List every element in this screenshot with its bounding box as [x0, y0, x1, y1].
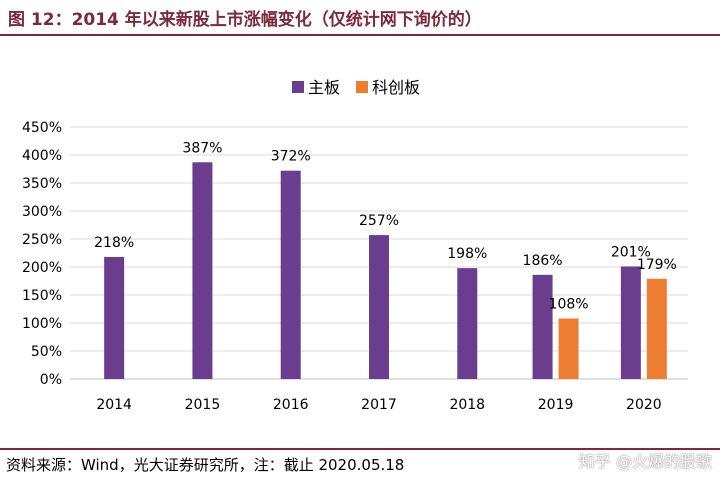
y-tick-label: 250% [22, 232, 62, 248]
y-tick-label: 50% [31, 344, 62, 360]
axes: 0% 50% 100% 150% 200% 250% 300% 350% 400% 450% 201… [22, 120, 688, 413]
watermark: 知乎 @火爆的股歌 [578, 452, 712, 471]
title-divider [0, 34, 720, 36]
bar-2019-科创板 [558, 318, 579, 379]
data-label: 257% [359, 213, 399, 229]
bar-2017-主板 [369, 235, 389, 379]
data-label: 218% [94, 235, 134, 251]
legend-label: 科创板 [372, 78, 420, 97]
x-tick-label: 2018 [449, 397, 485, 413]
data-label: 198% [447, 246, 487, 262]
footer-divider [0, 448, 720, 450]
y-tick-label: 100% [22, 316, 62, 332]
data-label: 201% [611, 244, 651, 260]
bar-2020-科创板 [646, 278, 667, 379]
bar-2020-主板 [620, 266, 641, 379]
bar-2016-主板 [280, 170, 301, 379]
legend-label: 主板 [308, 78, 340, 97]
page-title: 图 12：2014 年以来新股上市涨幅变化（仅统计网下询价的） [8, 10, 482, 30]
data-label: 179% [637, 257, 677, 273]
bar-2015-主板 [192, 162, 213, 379]
x-tick-label: 2016 [273, 397, 309, 413]
y-tick-label: 400% [22, 148, 62, 164]
y-tick-label: 450% [22, 120, 62, 136]
source-note: 资料来源：Wind，光大证券研究所，注：截止 2020.05.18 [6, 456, 405, 474]
y-tick-label: 350% [22, 176, 62, 192]
legend: 主板 科创板 [292, 78, 420, 97]
data-label: 387% [182, 140, 222, 156]
x-tick-label: 2015 [185, 397, 221, 413]
legend-swatch [356, 81, 368, 93]
x-tick-label: 2017 [361, 397, 397, 413]
x-tick-label: 2019 [538, 397, 574, 413]
legend-swatch [292, 81, 304, 93]
y-tick-label: 200% [22, 260, 62, 276]
data-label: 186% [523, 253, 563, 269]
y-tick-label: 150% [22, 288, 62, 304]
data-label: 108% [549, 297, 589, 313]
bar-2014-主板 [104, 256, 125, 379]
bar-2019-主板 [532, 274, 553, 379]
x-tick-label: 2020 [626, 397, 662, 413]
bars [104, 162, 667, 379]
y-tick-label: 300% [22, 204, 62, 220]
y-tick-label: 0% [40, 372, 62, 388]
data-labels: 218% 387% 372% 257% 198% 186% 108% 201%179% [94, 140, 677, 312]
data-label: 372% [271, 149, 311, 165]
bar-2018-主板 [457, 268, 478, 379]
x-tick-label: 2014 [96, 397, 132, 413]
